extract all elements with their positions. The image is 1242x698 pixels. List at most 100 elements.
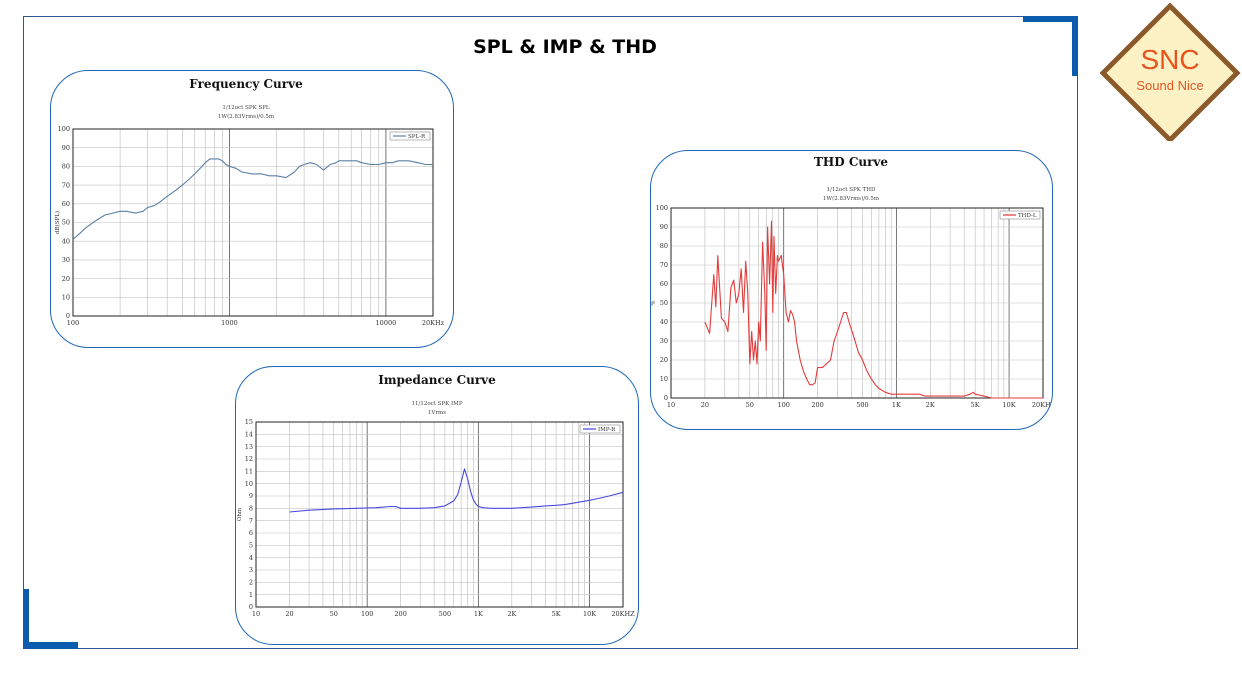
chart-subtitle: 1/12oct SPK SPL xyxy=(222,105,269,111)
y-tick-label: 20 xyxy=(660,356,668,364)
y-tick-label: 4 xyxy=(249,554,253,562)
y-tick-label: 30 xyxy=(660,337,668,345)
y-tick-label: 0 xyxy=(664,394,668,402)
x-tick-label: 100 xyxy=(67,319,79,327)
y-tick-label: 80 xyxy=(62,163,70,171)
y-tick-label: 8 xyxy=(249,505,253,513)
y-tick-label: 60 xyxy=(660,280,668,288)
x-tick-label: 10 xyxy=(252,610,260,618)
frequency-curve-chart: Frequency Curve 1/12oct SPK SPL 1W(2.83Vrm… xyxy=(54,77,445,327)
y-tick-label: 30 xyxy=(62,256,70,264)
x-tick-label: 20 xyxy=(701,401,709,409)
series-line xyxy=(72,158,433,240)
chart-subtitle: 11/12oct SPK IMP xyxy=(411,401,462,407)
x-tick-label: 5K xyxy=(971,401,980,409)
x-tick-label: 100 xyxy=(361,610,373,618)
y-tick-label: 2 xyxy=(249,579,253,587)
x-tick-label: 10000 xyxy=(376,319,397,327)
y-tick-label: 10 xyxy=(62,294,70,302)
thd-curve-panel: THD Curve 1/12oct SPK THD 1W(2.83Vrms)/0.5… xyxy=(650,150,1053,430)
legend-box xyxy=(999,210,1041,220)
x-tick-label: 50 xyxy=(330,610,338,618)
y-tick-label: 9 xyxy=(249,492,253,500)
y-tick-label: 90 xyxy=(62,144,70,152)
y-tick-label: 3 xyxy=(249,566,253,574)
legend-box xyxy=(389,131,431,141)
legend: THD-L xyxy=(999,210,1041,220)
y-axis-label: % xyxy=(651,300,657,305)
x-tick-label: 20KHz xyxy=(422,319,445,327)
y-tick-label: 15 xyxy=(245,418,253,426)
x-tick-label: 500 xyxy=(856,401,868,409)
chart-subtitle: 1/12oct SPK THD xyxy=(827,187,876,193)
y-tick-label: 10 xyxy=(245,480,253,488)
x-tick-label: 10K xyxy=(1003,401,1016,409)
corner-accent-top-right xyxy=(1023,16,1078,22)
y-tick-label: 100 xyxy=(656,204,668,212)
y-tick-label: 12 xyxy=(245,455,253,463)
legend-entry: IMP-R xyxy=(598,427,616,433)
x-tick-label: 50 xyxy=(746,401,754,409)
x-tick-label: 1K xyxy=(892,401,901,409)
chart-title: Impedance Curve xyxy=(378,373,496,387)
y-tick-label: 14 xyxy=(245,431,253,439)
x-tick-label: 20KHZ xyxy=(611,610,635,618)
series-line xyxy=(289,468,624,513)
x-tick-label: 20KHz xyxy=(1032,401,1053,409)
x-tick-label: 1000 xyxy=(221,319,238,327)
corner-accent-top-right xyxy=(1072,16,1078,76)
y-tick-label: 60 xyxy=(62,200,70,208)
y-tick-label: 20 xyxy=(62,275,70,283)
y-tick-label: 6 xyxy=(249,529,253,537)
y-tick-label: 80 xyxy=(660,242,668,250)
x-tick-label: 200 xyxy=(394,610,406,618)
chart-subtitle: 1W(2.83Vrms)/0.5m xyxy=(823,195,880,202)
logo-text-main: SNC xyxy=(1140,44,1199,75)
corner-accent-bottom-left xyxy=(23,642,78,649)
chart-title: Frequency Curve xyxy=(189,77,303,91)
x-tick-label: 1K xyxy=(474,610,483,618)
y-tick-label: 11 xyxy=(245,468,253,476)
x-tick-label: 2K xyxy=(507,610,516,618)
x-tick-label: 2K xyxy=(926,401,935,409)
slide-frame xyxy=(23,16,1078,649)
y-tick-label: 90 xyxy=(660,223,668,231)
series-line xyxy=(704,220,1043,399)
y-tick-label: 1 xyxy=(249,591,253,599)
plot-area xyxy=(255,421,624,608)
snc-logo: SNC Sound Nice xyxy=(1100,3,1241,141)
x-tick-label: 10K xyxy=(583,610,596,618)
legend-entry: THD-L xyxy=(1018,213,1037,219)
legend: SPL-R xyxy=(389,131,431,141)
x-tick-label: 10 xyxy=(667,401,675,409)
corner-accent-bottom-left xyxy=(23,589,29,649)
x-tick-label: 20 xyxy=(285,610,293,618)
y-axis-label: Ohm xyxy=(237,507,243,521)
y-tick-label: 70 xyxy=(660,261,668,269)
y-tick-label: 40 xyxy=(660,318,668,326)
y-tick-label: 50 xyxy=(660,299,668,307)
legend-entry: SPL-R xyxy=(408,134,426,140)
y-tick-label: 0 xyxy=(249,603,253,611)
chart-title: THD Curve xyxy=(814,155,888,169)
y-tick-label: 40 xyxy=(62,237,70,245)
chart-subtitle: 1W(2.83Vrms)/0.5m xyxy=(218,113,275,120)
frequency-curve-panel: Frequency Curve 1/12oct SPK SPL 1W(2.83Vrm… xyxy=(50,70,454,348)
logo-diamond xyxy=(1100,3,1241,141)
grid-vertical xyxy=(255,422,624,607)
thd-curve-chart: THD Curve 1/12oct SPK THD 1W(2.83Vrms)/0.5… xyxy=(651,155,1053,409)
x-tick-label: 200 xyxy=(811,401,823,409)
x-tick-label: 5K xyxy=(552,610,561,618)
y-tick-label: 50 xyxy=(62,219,70,227)
y-tick-label: 70 xyxy=(62,181,70,189)
y-tick-label: 10 xyxy=(660,375,668,383)
y-tick-label: 7 xyxy=(249,517,253,525)
x-tick-label: 500 xyxy=(439,610,451,618)
impedance-curve-panel: Impedance Curve 11/12oct SPK IMP 1Vrms 0 1 2 3… xyxy=(235,366,639,645)
legend-box xyxy=(579,424,621,434)
x-tick-label: 100 xyxy=(777,401,789,409)
y-tick-label: 100 xyxy=(58,125,70,133)
logo-text-sub: Sound Nice xyxy=(1136,78,1203,93)
plot-area xyxy=(72,128,434,317)
